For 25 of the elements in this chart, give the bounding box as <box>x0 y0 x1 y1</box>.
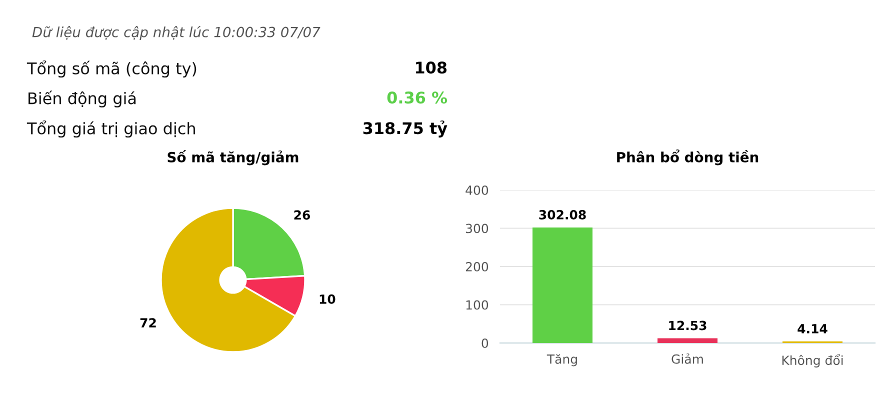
chart-title: Phân bổ dòng tiền <box>617 150 758 166</box>
text: Tổng giá trị giao dịch <box>26 120 195 138</box>
data-label: 302.08 <box>539 210 586 220</box>
text: Biến động giá <box>28 90 136 108</box>
data-label: 72 <box>140 318 156 328</box>
bar <box>658 338 718 343</box>
data-label: 10 <box>320 294 336 304</box>
text: 0.36 % <box>387 92 448 104</box>
text: Tổng số mã (công ty) <box>26 60 196 78</box>
x-tick-label: Không đổi <box>782 354 843 368</box>
text: Dữ liệu được cập nhật lúc 10:00:33 07/07 <box>32 26 320 40</box>
text: 108 <box>416 62 447 74</box>
y-tick-label: 400 <box>466 185 488 195</box>
text: 318.75 tỷ <box>363 120 448 138</box>
y-tick-label: 200 <box>466 262 488 272</box>
y-tick-label: 0 <box>482 338 488 348</box>
data-label: 12.53 <box>669 320 706 330</box>
y-tick-label: 100 <box>466 300 488 310</box>
x-tick-label: Giảm <box>672 353 703 364</box>
chart-title: Số mã tăng/giảm <box>168 150 298 166</box>
x-tick-label: Tăng <box>546 354 577 366</box>
data-label: 4.14 <box>798 324 828 334</box>
data-label: 26 <box>294 210 310 220</box>
bar <box>532 227 592 343</box>
y-tick-label: 300 <box>466 224 488 234</box>
